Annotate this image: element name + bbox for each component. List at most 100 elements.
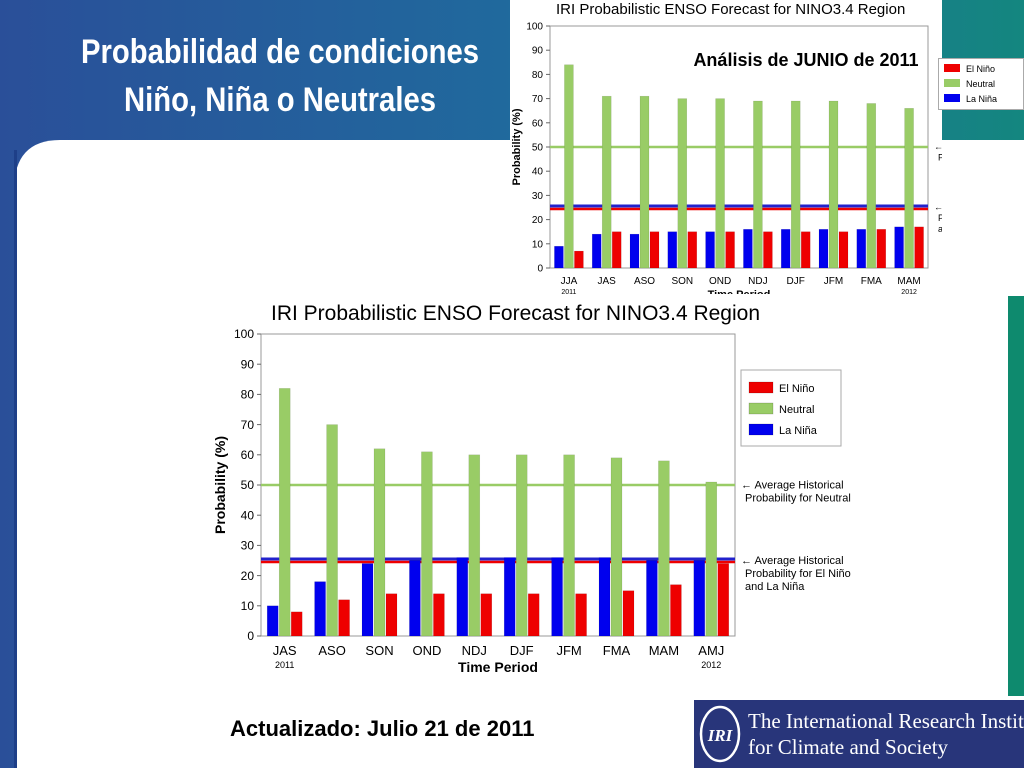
reference-line-label: and La Niña [745, 581, 805, 593]
x-tick-label: FMA [603, 643, 631, 658]
x-tick-label: SON [365, 643, 393, 658]
bar-el-ni-o-aso [649, 231, 660, 269]
bar-la-ni-a-fma [856, 229, 867, 269]
bar-neutral-aso [326, 424, 338, 637]
bar-el-ni-o-mam [914, 226, 924, 269]
bar-la-ni-a-jfm [551, 557, 563, 637]
reference-line-label: and La Niña [938, 224, 942, 234]
y-tick-label: 30 [532, 191, 544, 202]
bar-la-ni-a-son [667, 231, 678, 269]
x-tick-label: ASO [634, 276, 655, 287]
x-tick-label: JAS [598, 276, 617, 287]
bar-neutral-jas [278, 388, 291, 637]
x-year-label-last: 2012 [701, 660, 721, 670]
bar-la-ni-a-son [361, 563, 374, 637]
x-axis-label: Time Period [458, 659, 538, 675]
bar-neutral-aso [639, 95, 650, 269]
top-chart-legend: El Niño Neutral La Niña [938, 58, 1024, 110]
x-year-label-first: 2011 [275, 660, 294, 670]
bar-la-ni-a-jfm [818, 229, 829, 269]
y-tick-label: 0 [537, 264, 543, 275]
bar-neutral-ond [421, 451, 433, 637]
x-tick-label: FMA [861, 276, 882, 287]
y-tick-label: 80 [532, 70, 544, 81]
x-tick-label: OND [709, 276, 731, 287]
bar-el-ni-o-son [687, 231, 698, 269]
y-tick-label: 50 [241, 478, 255, 492]
bar-neutral-mam [904, 108, 914, 269]
bar-neutral-jfm [563, 454, 575, 637]
bar-neutral-djf [515, 454, 528, 637]
bar-neutral-fma [610, 457, 623, 637]
bar-la-ni-a-ndj [456, 557, 469, 637]
title-line-2: Niño, Niña o Neutrales [124, 81, 436, 119]
y-tick-label: 10 [532, 239, 544, 250]
bar-la-ni-a-fma [598, 557, 611, 637]
x-tick-label: JJA [561, 276, 578, 287]
bar-neutral-ndj [753, 100, 763, 269]
x-tick-label: MAM [649, 643, 679, 658]
reference-line-label: ← Average Historical [934, 142, 942, 152]
reference-line-label: Probability for Neutral [745, 492, 851, 504]
chart-title: IRI Probabilistic ENSO Forecast for NINO… [271, 302, 760, 325]
bar-la-ni-a-jas [266, 605, 279, 637]
y-tick-label: 60 [532, 118, 544, 129]
bar-el-ni-o-mam [670, 584, 682, 637]
reference-line-label: Probability for El Niño [938, 213, 942, 223]
bar-neutral-jfm [828, 100, 839, 269]
bar-la-ni-a-ond [409, 560, 421, 637]
bar-el-ni-o-jfm [575, 593, 587, 637]
legend-label: El Niño [779, 383, 814, 395]
legend-label-la-nina: La Niña [966, 94, 997, 104]
reference-line-label: ← Average Historical [741, 479, 844, 491]
x-tick-label: NDJ [462, 643, 487, 658]
bar-neutral-djf [790, 100, 801, 269]
x-tick-label: JFM [824, 276, 843, 287]
bar-la-ni-a-djf [780, 229, 791, 269]
y-tick-label: 80 [241, 388, 255, 402]
bar-neutral-son [677, 98, 688, 269]
bar-el-ni-o-ond [725, 231, 735, 269]
bar-el-ni-o-ndj [763, 231, 773, 269]
chart-subtitle: Análisis de JUNIO de 2011 [693, 50, 918, 70]
bar-la-ni-a-aso [314, 581, 326, 637]
bar-el-ni-o-son [385, 593, 398, 637]
x-tick-label: ASO [318, 643, 345, 658]
y-axis-label: Probability (%) [511, 108, 523, 185]
reference-line-label: ← Average Historical [934, 202, 942, 212]
legend-swatch [748, 423, 774, 436]
bar-neutral-ond [715, 98, 725, 269]
bar-neutral-ndj [468, 454, 481, 637]
y-tick-label: 30 [241, 539, 255, 553]
forecast-chart-july: IRI Probabilistic ENSO Forecast for NINO… [205, 296, 865, 678]
bar-el-ni-o-aso [338, 599, 350, 637]
legend-swatch [748, 402, 774, 415]
x-tick-label: DJF [787, 276, 805, 287]
y-tick-label: 60 [241, 448, 255, 462]
bar-la-ni-a-aso [629, 233, 640, 269]
bar-el-ni-o-fma [876, 229, 887, 269]
y-tick-label: 40 [532, 167, 544, 178]
y-axis-label: Probability (%) [212, 436, 228, 534]
iri-name-line-1: The International Research Institute [748, 709, 1024, 733]
bar-neutral-mam [658, 460, 670, 637]
x-tick-label: AMJ [698, 643, 724, 658]
bar-la-ni-a-ond [705, 231, 715, 269]
bar-la-ni-a-ndj [743, 229, 753, 269]
x-year-label-first: 2011 [561, 289, 576, 294]
legend-label: La Niña [779, 425, 818, 437]
legend-swatch-la-nina [944, 94, 960, 102]
forecast-chart-june: IRI Probabilistic ENSO Forecast for NINO… [510, 0, 942, 294]
iri-banner: IRI The International Research Institute… [694, 700, 1024, 768]
x-tick-label: DJF [510, 643, 534, 658]
bar-el-ni-o-jja [574, 250, 584, 269]
updated-date: Actualizado: Julio 21 de 2011 [230, 716, 535, 741]
y-tick-label: 90 [532, 46, 544, 57]
legend-label: Neutral [779, 404, 814, 416]
y-tick-label: 10 [241, 599, 255, 613]
y-tick-label: 70 [532, 94, 544, 105]
y-tick-label: 20 [241, 569, 255, 583]
x-tick-label: NDJ [748, 276, 767, 287]
x-year-label-last: 2012 [901, 289, 917, 294]
iri-logo-icon: IRI [699, 705, 741, 763]
